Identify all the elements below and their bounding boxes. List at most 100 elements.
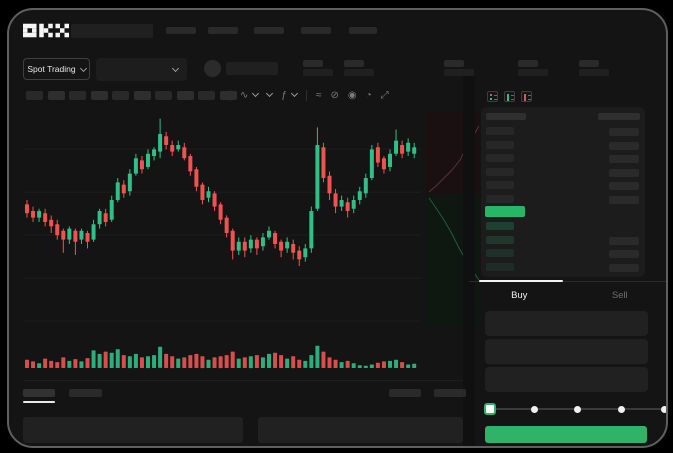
stat-label-placeholder (344, 60, 364, 67)
candle-body (333, 193, 338, 207)
fullscreen-icon[interactable]: ⤢ (380, 90, 389, 101)
price-input-placeholder[interactable] (485, 311, 648, 336)
candle-body (176, 145, 181, 150)
volume-bar (279, 355, 284, 368)
volume-bar (43, 358, 48, 368)
stat-value-placeholder (579, 69, 609, 76)
timeframe-button-placeholder[interactable] (155, 91, 172, 100)
okx-logo[interactable] (23, 23, 69, 38)
order-side-tabs: Buy Sell (469, 280, 666, 309)
candle-body (91, 224, 96, 240)
table-action-placeholder[interactable] (389, 389, 421, 397)
orderbook-view-all-icon[interactable] (487, 91, 498, 102)
active-tab-indicator (479, 280, 563, 282)
slider-stop-dot[interactable] (530, 406, 538, 413)
timeframe-button-placeholder[interactable] (112, 91, 129, 100)
orders-table-placeholder (258, 417, 463, 443)
candle-body (297, 250, 302, 260)
candle-body (254, 239, 259, 249)
bid-row-placeholder (486, 235, 514, 244)
candle-body (242, 241, 247, 251)
volume-bar (363, 365, 368, 368)
stat-value-placeholder (344, 69, 374, 76)
volume-bar (85, 358, 90, 368)
line-tool-icon[interactable]: ≈ (315, 90, 322, 101)
volume-bar (182, 357, 187, 368)
candle-body (381, 158, 386, 170)
chart-type-icon[interactable]: ∿ (240, 89, 260, 102)
volume-bar (375, 362, 380, 368)
ask-row-placeholder (486, 167, 514, 176)
orders-tab-placeholder[interactable] (23, 389, 55, 397)
indicators-icon[interactable]: ƒ (281, 89, 298, 102)
candle-body (394, 140, 399, 154)
amount-input-placeholder[interactable] (485, 339, 648, 364)
tab-buy[interactable]: Buy (511, 290, 528, 301)
volume-bar (412, 363, 417, 368)
candle-body (375, 147, 380, 163)
volume-bar (200, 356, 205, 369)
candle-body (315, 145, 320, 209)
nav-item-placeholder[interactable] (254, 27, 284, 34)
interval-dropdown-icon[interactable] (266, 89, 274, 102)
candle-body (188, 156, 193, 172)
timeframe-button-placeholder[interactable] (90, 91, 108, 100)
candle-body (236, 241, 241, 251)
slider-stop-dot[interactable] (661, 406, 666, 413)
candle-body (303, 248, 308, 258)
volume-bar (339, 362, 344, 368)
candle-body (351, 200, 356, 209)
orderbook-header-placeholder (598, 113, 640, 120)
buy-submit-button[interactable] (485, 426, 647, 443)
timeframe-button-placeholder[interactable] (69, 91, 86, 100)
orderbook-view-asks-icon[interactable] (521, 91, 532, 102)
slider-handle[interactable] (484, 403, 496, 415)
ask-row-placeholder (486, 127, 514, 135)
candle-body (200, 184, 205, 200)
ask-size-placeholder (609, 168, 639, 177)
stat-label-placeholder (303, 60, 323, 67)
active-tab-underline (23, 401, 55, 403)
volume-bar (121, 355, 126, 368)
candlestick-chart[interactable] (23, 112, 421, 370)
bid-row-placeholder (486, 249, 514, 257)
volume-bar (309, 355, 314, 368)
volume-bar (152, 355, 157, 368)
total-input-placeholder[interactable] (485, 367, 648, 392)
volume-bar (109, 352, 114, 368)
chart-toolbar-icons: ∿ ƒ ≈ ⊘ ◉ ◔ ⤢ (230, 89, 389, 102)
eraser-icon[interactable]: ⊘ (330, 90, 339, 101)
candle-body (248, 239, 253, 249)
timeframe-button-placeholder[interactable] (26, 91, 43, 100)
bid-size-placeholder (609, 236, 639, 245)
market-type-selector[interactable]: Spot Trading (23, 58, 90, 80)
timeframe-button-placeholder[interactable] (219, 91, 237, 100)
slider-stop-dot[interactable] (574, 406, 581, 413)
timeframe-button-placeholder[interactable] (133, 91, 151, 100)
volume-bar (158, 346, 163, 368)
tab-sell[interactable]: Sell (611, 290, 628, 301)
nav-item-placeholder[interactable] (349, 27, 377, 34)
volume-bar (206, 359, 211, 368)
nav-search-placeholder[interactable] (71, 24, 153, 38)
history-icon[interactable]: ◔ (365, 90, 372, 101)
nav-item-placeholder[interactable] (208, 27, 238, 34)
orders-table-placeholder (23, 417, 243, 443)
candle-body (61, 230, 66, 240)
candle-body (182, 147, 187, 159)
camera-icon[interactable]: ◉ (347, 90, 357, 101)
volume-bar (170, 356, 175, 369)
timeframe-button-placeholder[interactable] (198, 91, 215, 100)
timeframe-button-placeholder[interactable] (176, 91, 194, 100)
table-action-placeholder[interactable] (434, 389, 466, 397)
pair-selector-dropdown[interactable] (96, 58, 187, 81)
slider-stop-dot[interactable] (617, 406, 625, 413)
orderbook-card (481, 107, 645, 277)
volume-bar (115, 349, 120, 368)
nav-item-placeholder[interactable] (166, 27, 196, 34)
history-tab-placeholder[interactable] (69, 389, 102, 397)
timeframe-button-placeholder[interactable] (47, 91, 65, 100)
orderbook-view-bids-icon[interactable] (504, 91, 515, 102)
nav-item-placeholder[interactable] (301, 27, 331, 34)
